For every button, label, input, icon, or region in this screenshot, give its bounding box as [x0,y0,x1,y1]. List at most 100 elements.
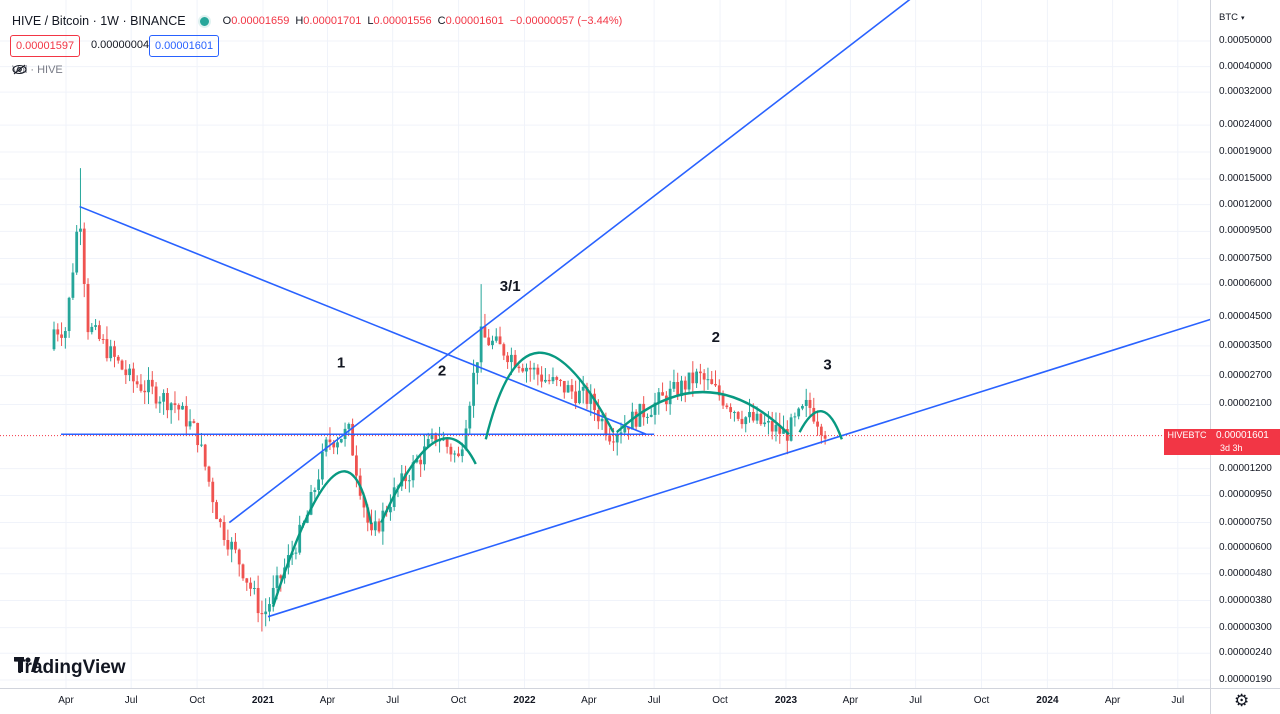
candle-body [336,442,339,448]
price-scale[interactable]: BTC ▾ 0.00050000 0.00040000 0.00032000 0.000… [1210,0,1280,688]
candle-body [585,386,589,404]
candle-body [547,379,551,382]
candle-body [67,297,71,332]
wave-label: 3 [823,356,831,373]
time-tick-label: Oct [450,695,467,706]
time-tick-label: Jul [1171,695,1185,706]
candle-body [680,380,683,396]
time-tick-label: Jul [647,695,661,706]
candle-body [785,429,789,441]
ohlc-low: 0.00001556 [373,15,432,27]
candle-body [555,377,559,380]
candle-body [612,441,615,443]
price-tick-label: 0.00000600 [1219,542,1272,554]
candle-body [419,459,423,465]
candle-body [627,426,630,430]
candle-body [158,401,162,404]
candle-body [320,451,324,480]
candle-body [426,438,430,447]
candle-body [162,392,166,402]
candle-body [717,385,721,396]
candle-body [623,426,627,433]
candle-body [729,407,733,413]
candle-body [245,578,249,583]
price-tick-label: 0.00000380 [1219,594,1272,606]
candle-body [528,367,532,370]
candle-body [173,403,177,406]
candle-body [793,416,797,418]
candle-body [544,379,547,382]
candle-body [691,372,695,384]
price-tick-label: 0.00040000 [1219,60,1272,72]
candle-body [801,405,804,409]
candle-body [362,495,366,508]
candle-body [823,435,827,439]
time-tick-label: 2022 [513,695,536,706]
candle-body [789,417,793,441]
candle-body [695,371,698,384]
ask-price-button[interactable]: 0.00001601 [149,35,220,57]
candle-body [521,368,525,372]
candle-body [551,377,555,382]
price-tick-label: 0.00015000 [1219,173,1272,185]
candle-body [234,541,237,550]
gear-icon[interactable]: ⚙ [1234,691,1250,710]
candle-body [200,444,203,446]
candle-body [676,381,680,396]
candle-body [804,399,808,406]
symbol-title[interactable]: HIVE / Bitcoin · 1W · BINANCE [12,14,186,28]
candle-body [687,372,691,390]
candle-body [71,272,75,298]
candle-body [184,405,188,427]
volume-legend: Vol · HIVE [12,64,63,76]
time-tick-label: Apr [842,695,859,706]
currency-unit-button[interactable]: BTC ▾ [1219,12,1245,23]
tradingview-logo[interactable]: TradingView [14,657,126,679]
candle-body [139,384,143,391]
candle-body [377,521,381,532]
candle-body [774,424,778,432]
candle-body [562,380,566,393]
candle-body [355,455,358,476]
tradingview-logo-icon [14,657,40,672]
time-tick-label: 2024 [1036,695,1059,706]
wave-label: 3/1 [500,278,521,295]
candle-body [97,325,101,339]
candle-body [207,466,211,482]
candle-body [638,403,642,427]
candle-body [113,346,116,357]
candle-body [75,231,79,273]
candle-body [536,367,540,375]
price-tick-label: 0.00000480 [1219,567,1272,579]
price-tick-label: 0.00000300 [1219,621,1272,633]
candle-body [559,379,562,381]
candle-body [608,435,612,442]
hide-eye-icon[interactable] [12,64,27,75]
candle-body [702,373,706,380]
candle-body [324,439,328,452]
candle-body [449,446,453,455]
price-tick-label: 0.00009500 [1219,225,1272,237]
candle-body [116,356,120,361]
time-scale[interactable]: Apr Jul Oct 2021 Apr Jul Oct 2022 Apr Jul Oct 2023 A… [0,688,1210,714]
candle-body [135,381,139,385]
candle-body [491,340,494,346]
candle-body [215,502,218,520]
candle-body [797,408,801,417]
bid-price-button[interactable]: 0.00001597 [10,35,81,57]
price-tick-label: 0.00000190 [1219,674,1272,685]
candlestick-chart[interactable]: 1 2 3/1 2 3 [0,0,1210,688]
candle-body [600,418,604,422]
candle-body [683,380,687,390]
time-tick-label: Oct [973,695,990,706]
candle-body [309,492,313,515]
candle-body [487,337,491,346]
chart-plot-area[interactable]: 1 2 3/1 2 3 HIVE / Bitcoin · 1W · BINANCE O0… [0,0,1210,688]
candle-body [589,393,593,404]
price-tick-label: 0.00002100 [1219,398,1272,410]
candle-body [373,521,377,531]
price-tick-label: 0.00050000 [1219,35,1272,46]
candle-body [808,399,812,408]
candle-body [211,481,215,503]
candle-body [733,412,736,414]
